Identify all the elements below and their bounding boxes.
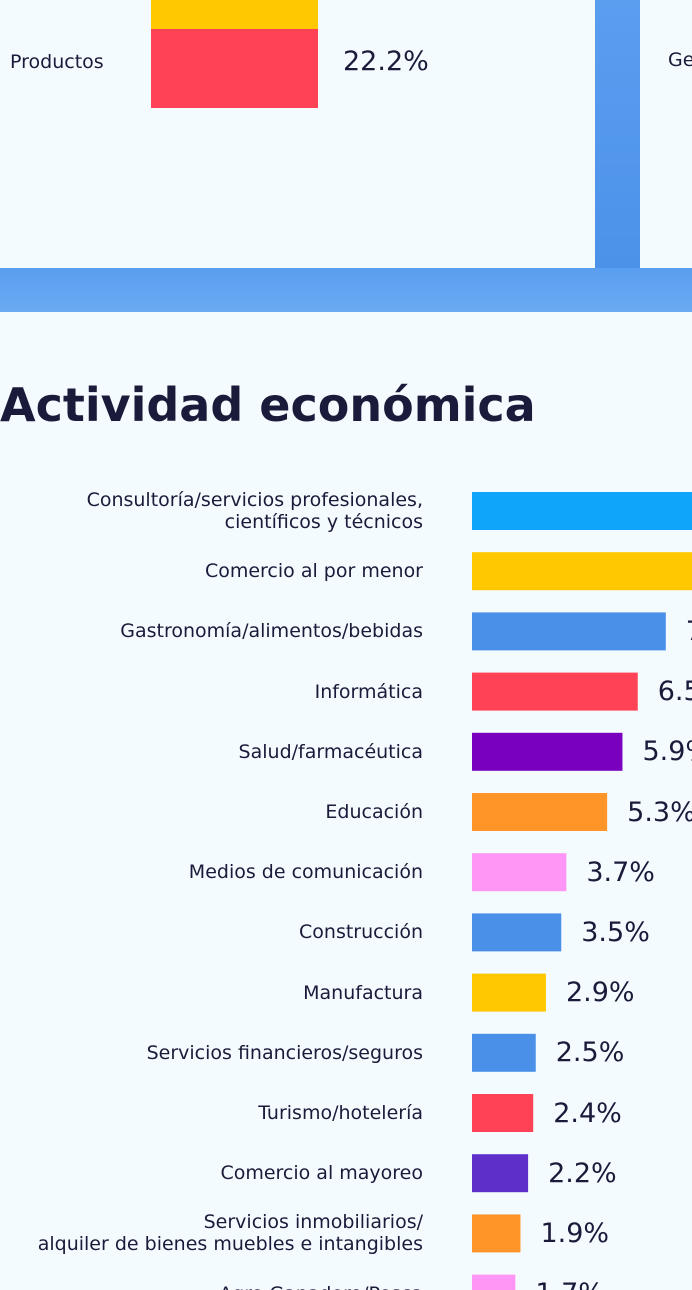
category-label: Comercio al mayoreo xyxy=(220,1162,423,1185)
value-label: 2.5% xyxy=(555,1037,625,1069)
bar xyxy=(472,853,567,892)
category-label: Consultoría/servicios profesionales, cie… xyxy=(86,489,423,533)
value-label: 5.3% xyxy=(627,796,692,828)
bar xyxy=(472,973,546,1012)
value-label: 2.9% xyxy=(565,977,635,1009)
chart-title: Actividad económica xyxy=(0,378,536,432)
category-label: Servicios inmobiliarios/ alquiler de bie… xyxy=(37,1211,423,1256)
bar xyxy=(472,1094,534,1132)
bar xyxy=(472,913,562,952)
value-label: 3.7% xyxy=(586,856,655,888)
blue-column xyxy=(595,0,640,312)
bar xyxy=(472,1033,536,1072)
category-label: Manufactura xyxy=(303,981,423,1004)
bar xyxy=(472,612,666,651)
right-card xyxy=(640,0,692,268)
category-label: Medios de comunicación xyxy=(188,861,423,884)
value-label: 7.6% xyxy=(686,616,692,647)
value-label: 2.4% xyxy=(553,1097,622,1129)
category-label: Servicios financieros/seguros xyxy=(146,1041,423,1064)
category-label: Comercio al por menor xyxy=(204,560,423,583)
stack-segment xyxy=(151,29,318,108)
category-label: Gastronomía/alimentos/bebidas xyxy=(120,620,423,643)
category-label: Construcción xyxy=(299,921,423,944)
bar xyxy=(472,1274,516,1290)
right-label: Ge xyxy=(668,49,692,71)
value-label: 6.5% xyxy=(657,676,692,708)
value-label: 2.2% xyxy=(548,1157,617,1189)
category-label: Educación xyxy=(325,801,423,823)
bar xyxy=(472,1214,521,1253)
blue-band xyxy=(0,268,692,312)
category-label: Salud/farmacéutica xyxy=(238,740,423,763)
segment-value: 22.2% xyxy=(343,46,429,77)
stack-segment-top xyxy=(151,0,318,29)
bar xyxy=(472,492,692,530)
value-label: 3.5% xyxy=(581,916,650,948)
category-label: Turismo/hotelería xyxy=(258,1102,423,1124)
bar xyxy=(472,732,623,771)
category-label: Agro Ganadero/Pesca xyxy=(0,1283,423,1290)
category-label: Informática xyxy=(314,680,423,703)
value-label: 1.7% xyxy=(535,1278,604,1290)
bar xyxy=(472,672,638,711)
bar xyxy=(472,793,608,831)
bar xyxy=(472,552,692,591)
value-label: 5.9% xyxy=(642,736,692,768)
bar xyxy=(472,1154,529,1193)
segment-label: Productos xyxy=(10,51,104,73)
value-label: 1.9% xyxy=(540,1217,610,1249)
